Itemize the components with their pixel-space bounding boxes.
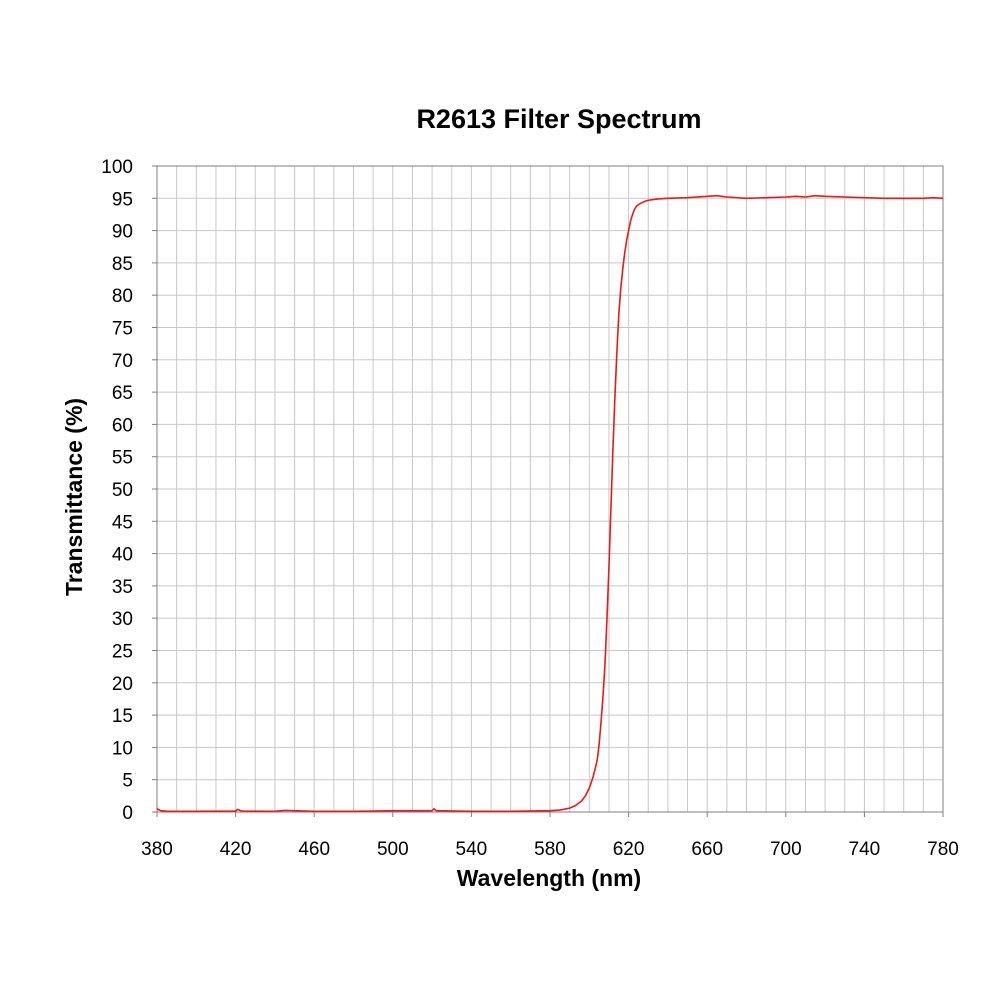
x-tick-label: 620	[613, 839, 645, 860]
y-tick-label: 90	[112, 222, 133, 243]
y-tick-label: 75	[112, 319, 133, 340]
y-tick-label: 65	[112, 383, 133, 404]
y-tick-label: 5	[122, 771, 133, 792]
x-tick-label: 660	[691, 839, 723, 860]
y-tick-label: 0	[122, 803, 133, 824]
y-tick-label: 80	[112, 286, 133, 307]
chart-title: R2613 Filter Spectrum	[416, 104, 701, 134]
y-tick-label: 60	[112, 415, 133, 436]
y-tick-label: 10	[112, 738, 133, 759]
x-axis-label: Wavelength (nm)	[457, 865, 641, 891]
y-tick-label: 45	[112, 512, 133, 533]
x-tick-label: 420	[220, 839, 252, 860]
grid	[157, 166, 943, 812]
y-axis-label: Transmittance (%)	[61, 398, 87, 596]
series-layer	[156, 194, 944, 813]
x-tick-label: 540	[456, 839, 488, 860]
y-tick-label: 85	[112, 254, 133, 275]
x-tick-label: 580	[534, 839, 566, 860]
x-tick-label: 460	[298, 839, 330, 860]
y-tick-label: 70	[112, 351, 133, 372]
y-tick-label: 25	[112, 642, 133, 663]
x-axis-ticks: 380 420 460 500 540 580 620 660 700 740 780	[141, 812, 959, 860]
x-tick-label: 700	[770, 839, 802, 860]
y-tick-label: 55	[112, 448, 133, 469]
y-tick-label: 100	[101, 157, 133, 178]
y-tick-label: 35	[112, 577, 133, 598]
y-axis-ticks: 0 5 10 15 20 25 30 35 40 45 50 55 60 65 70 75 80 85 90 95 10…	[101, 157, 157, 824]
y-tick-label: 30	[112, 609, 133, 630]
x-tick-label: 380	[141, 839, 173, 860]
y-tick-label: 20	[112, 674, 133, 695]
x-tick-label: 740	[849, 839, 881, 860]
y-tick-label: 40	[112, 545, 133, 566]
y-tick-label: 15	[112, 706, 133, 727]
x-tick-label: 500	[377, 839, 409, 860]
x-tick-label: 780	[927, 839, 959, 860]
y-tick-label: 95	[112, 189, 133, 210]
y-tick-label: 50	[112, 480, 133, 501]
series-line-0	[156, 194, 944, 813]
